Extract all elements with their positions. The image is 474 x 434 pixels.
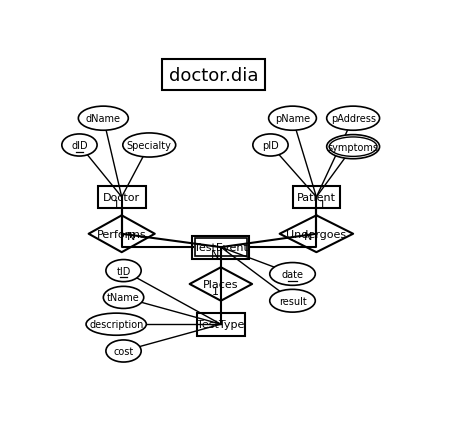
Ellipse shape bbox=[269, 107, 316, 131]
Text: dName: dName bbox=[86, 114, 121, 124]
Text: Undergoes: Undergoes bbox=[286, 229, 346, 239]
Ellipse shape bbox=[329, 138, 377, 157]
Text: pAddress: pAddress bbox=[331, 114, 375, 124]
Bar bbox=[292, 186, 340, 209]
Text: date: date bbox=[282, 270, 303, 279]
Text: Places: Places bbox=[203, 279, 238, 289]
Text: description: description bbox=[89, 319, 143, 329]
Text: 1: 1 bbox=[212, 286, 219, 296]
Ellipse shape bbox=[106, 260, 141, 282]
Text: N: N bbox=[127, 231, 135, 241]
Ellipse shape bbox=[123, 134, 176, 158]
Ellipse shape bbox=[270, 289, 315, 312]
Text: Specialty: Specialty bbox=[127, 141, 172, 151]
Text: result: result bbox=[279, 296, 306, 306]
Text: N: N bbox=[303, 231, 312, 241]
Bar bbox=[195, 239, 247, 256]
Text: 1: 1 bbox=[113, 199, 120, 209]
Text: tName: tName bbox=[107, 293, 140, 302]
Text: N: N bbox=[211, 249, 219, 259]
Bar bbox=[98, 186, 146, 209]
Ellipse shape bbox=[86, 313, 146, 335]
Ellipse shape bbox=[327, 107, 380, 131]
Text: TestEvent: TestEvent bbox=[194, 243, 248, 253]
Ellipse shape bbox=[106, 340, 141, 362]
Text: cost: cost bbox=[113, 346, 134, 356]
Text: 1: 1 bbox=[319, 199, 326, 209]
Text: TestType: TestType bbox=[197, 319, 245, 329]
Text: pID: pID bbox=[262, 141, 279, 151]
Text: doctor.dia: doctor.dia bbox=[169, 66, 258, 85]
Ellipse shape bbox=[78, 107, 128, 131]
Text: pName: pName bbox=[275, 114, 310, 124]
Text: symptoms: symptoms bbox=[328, 142, 379, 152]
Text: Doctor: Doctor bbox=[103, 192, 140, 202]
Text: dID: dID bbox=[71, 141, 88, 151]
Ellipse shape bbox=[270, 263, 315, 286]
Text: Patient: Patient bbox=[297, 192, 336, 202]
Bar bbox=[192, 236, 249, 259]
Bar bbox=[197, 313, 245, 336]
Ellipse shape bbox=[327, 135, 380, 159]
Text: Performs: Performs bbox=[97, 229, 146, 239]
Text: tID: tID bbox=[116, 266, 131, 276]
Ellipse shape bbox=[103, 287, 144, 309]
Ellipse shape bbox=[62, 135, 97, 157]
Ellipse shape bbox=[253, 135, 288, 157]
